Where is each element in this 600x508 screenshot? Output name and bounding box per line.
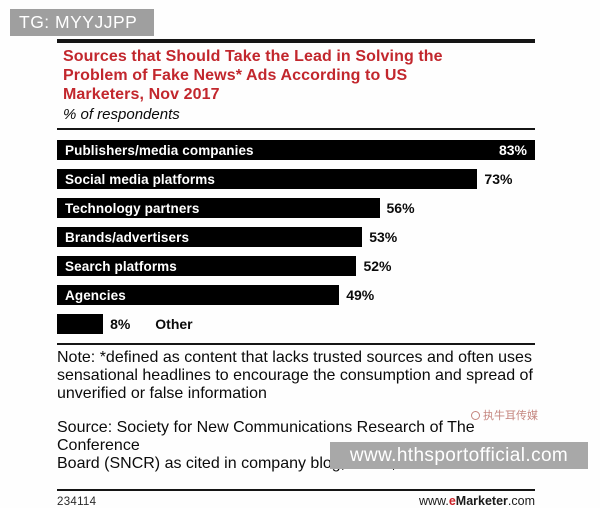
bar-social-media: Social media platforms <box>57 169 478 189</box>
emarketer-url: www.eMarketer.com <box>419 494 535 508</box>
bar-technology: Technology partners <box>57 198 380 218</box>
top-divider <box>57 39 535 43</box>
chart-title: Sources that Should Take the Lead in Sol… <box>57 47 535 104</box>
bar-value-label: 73% <box>484 171 513 187</box>
bar-chart-area: Publishers/media companies 83% Social me… <box>57 140 535 334</box>
bar-row: Brands/advertisers 53% <box>57 227 535 247</box>
bar-other <box>57 314 104 334</box>
bar-value-label: 8% <box>110 316 131 332</box>
chinese-media-watermark: 执牛耳传媒 <box>471 407 538 423</box>
bar-value-label: 52% <box>363 258 392 274</box>
footer-divider <box>57 489 535 491</box>
bar-value-label: 83% <box>498 142 527 158</box>
bar-row: 8% Other <box>57 314 535 334</box>
url-e-red: e <box>448 494 456 508</box>
bar-value-label: 56% <box>386 200 415 216</box>
bar-row: Technology partners 56% <box>57 198 535 218</box>
bar-category-label: Technology partners <box>65 200 200 216</box>
chart-title-line: Problem of Fake News* Ads According to U… <box>63 67 408 84</box>
bar-row: Search platforms 52% <box>57 256 535 276</box>
chart-subtitle: % of respondents <box>63 106 180 123</box>
telegram-watermark-tag: TG: MYYJJPP <box>10 9 154 36</box>
chart-title-line: Sources that Should Take the Lead in Sol… <box>63 48 443 65</box>
bar-publishers: Publishers/media companies 83% <box>57 140 535 160</box>
note-divider <box>57 343 535 345</box>
chart-id: 234114 <box>57 496 97 508</box>
bar-category-label-outside: Other <box>155 316 193 332</box>
emarketer-chart: Sources that Should Take the Lead in Sol… <box>57 39 535 508</box>
subtitle-divider <box>57 128 535 130</box>
bar-brands: Brands/advertisers <box>57 227 363 247</box>
note-line: unverified or false information <box>57 385 267 402</box>
url-www: www. <box>418 494 449 508</box>
url-com: .com <box>507 494 535 508</box>
bar-category-label: Search platforms <box>65 258 177 274</box>
bar-category-label: Publishers/media companies <box>65 142 254 158</box>
bar-row: Publishers/media companies 83% <box>57 140 535 160</box>
bar-value-label: 53% <box>369 229 398 245</box>
watermark-text: 执牛耳传媒 <box>483 410 538 422</box>
bar-agencies: Agencies <box>57 285 340 305</box>
chart-title-line: Marketers, Nov 2017 <box>63 86 220 103</box>
bar-category-label: Agencies <box>65 287 126 303</box>
note-line: Note: *defined as content that lacks tru… <box>57 349 532 366</box>
url-marketer: Marketer <box>455 494 508 508</box>
bar-value-label: 49% <box>346 287 375 303</box>
source-line: Source: Society for New Communications R… <box>57 419 475 454</box>
note-line: sensational headlines to encourage the c… <box>57 367 533 384</box>
bar-row: Agencies 49% <box>57 285 535 305</box>
bar-search: Search platforms <box>57 256 357 276</box>
bar-category-label: Brands/advertisers <box>65 229 190 245</box>
watermark-logo-icon <box>471 410 480 420</box>
bottom-watermark-banner: www.hthsportofficial.com <box>330 442 588 469</box>
bar-row: Social media platforms 73% <box>57 169 535 189</box>
chart-footer: 234114 www.eMarketer.com <box>57 494 535 508</box>
bar-category-label: Social media platforms <box>65 171 215 187</box>
